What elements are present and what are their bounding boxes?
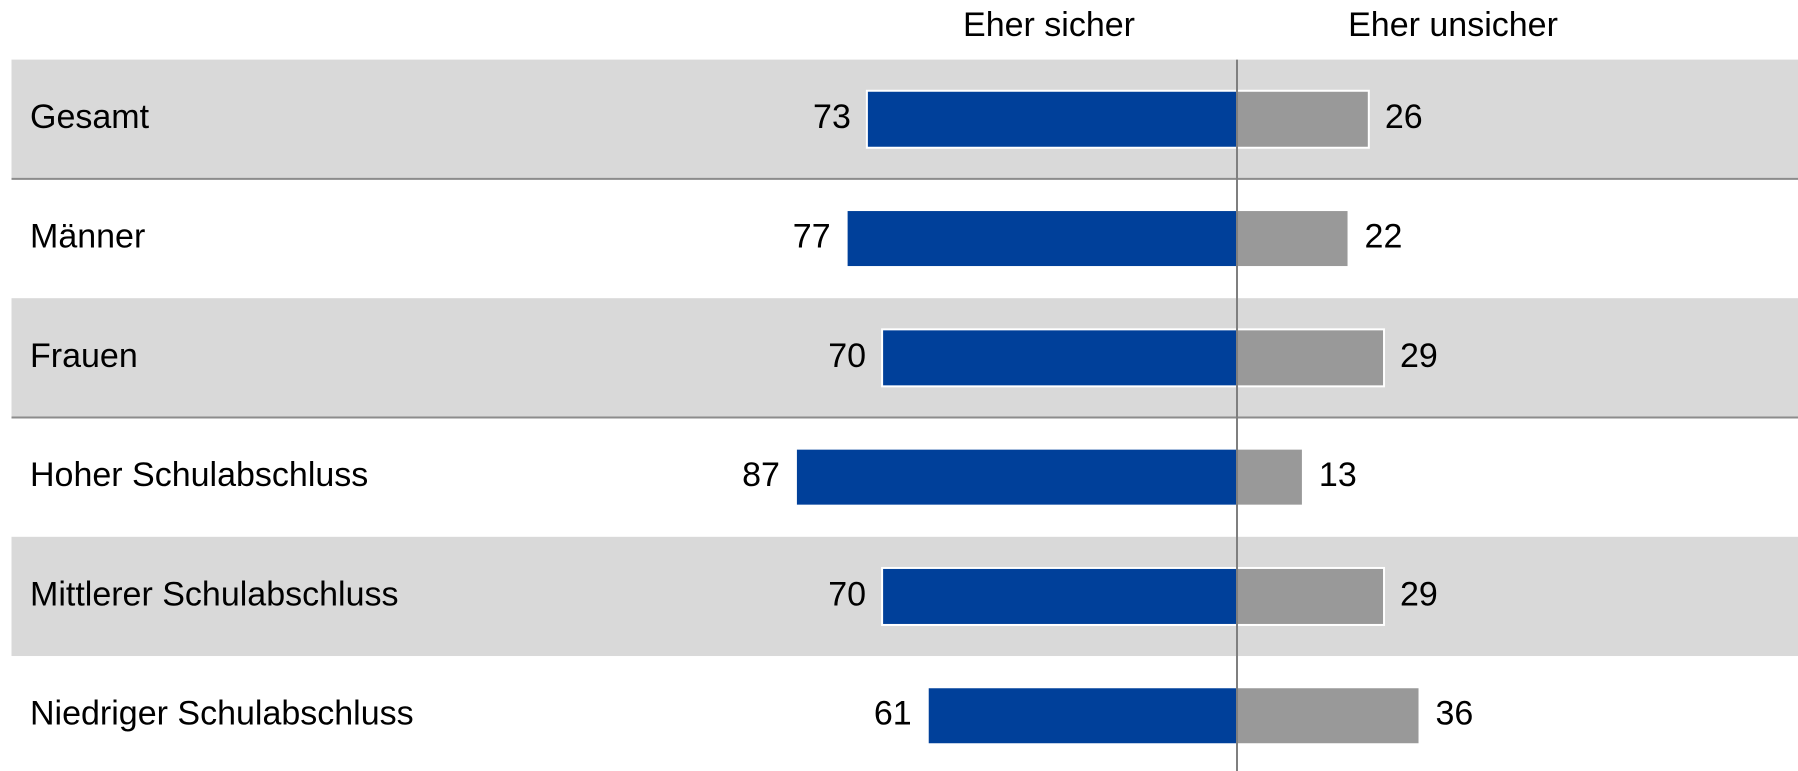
value-label: 29 bbox=[1400, 337, 1438, 375]
category-label: Männer bbox=[30, 218, 145, 256]
bar bbox=[1236, 328, 1386, 388]
bar bbox=[1236, 686, 1421, 746]
series-header: Eher unsicher bbox=[1348, 6, 1558, 44]
bar bbox=[865, 89, 1238, 149]
bar bbox=[1236, 209, 1350, 269]
bar bbox=[845, 209, 1238, 269]
value-label: 70 bbox=[828, 575, 866, 613]
category-label: Gesamt bbox=[30, 98, 150, 136]
series-header: Eher sicher bbox=[963, 6, 1135, 44]
bar bbox=[1236, 447, 1304, 507]
chart-body: Eher sicher Eher unsicher Gesamt 73 26 Männer… bbox=[30, 6, 1558, 771]
row-background bbox=[11, 656, 1798, 771]
value-label: 26 bbox=[1385, 98, 1423, 136]
value-label: 61 bbox=[874, 695, 912, 733]
row-backgrounds bbox=[11, 59, 1798, 771]
category-label: Frauen bbox=[30, 337, 138, 375]
value-label: 22 bbox=[1365, 218, 1403, 256]
bar bbox=[881, 328, 1238, 388]
bar bbox=[1236, 89, 1370, 149]
category-label: Niedriger Schulabschluss bbox=[30, 695, 414, 733]
category-label: Hoher Schulabschluss bbox=[30, 456, 368, 494]
bar bbox=[926, 686, 1238, 746]
bar bbox=[1236, 566, 1386, 626]
bar bbox=[794, 447, 1238, 507]
value-label: 77 bbox=[793, 218, 831, 256]
value-label: 87 bbox=[742, 456, 780, 494]
value-label: 13 bbox=[1319, 456, 1357, 494]
value-label: 29 bbox=[1400, 575, 1438, 613]
category-label: Mittlerer Schulabschluss bbox=[30, 575, 398, 613]
bar bbox=[881, 566, 1238, 626]
value-label: 73 bbox=[813, 98, 851, 136]
value-label: 36 bbox=[1436, 695, 1474, 733]
value-label: 70 bbox=[828, 337, 866, 375]
